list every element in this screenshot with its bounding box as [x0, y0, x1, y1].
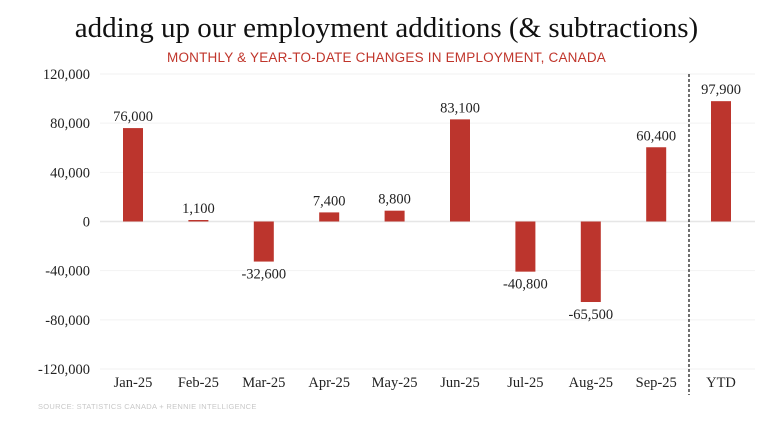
x-tick-label: Sep-25: [636, 375, 677, 391]
y-tick-label: -80,000: [45, 313, 90, 329]
bar-feb-25: [188, 220, 209, 222]
data-label: 8,800: [378, 192, 411, 208]
data-label: 1,100: [182, 201, 215, 217]
chart-subtitle: MONTHLY & YEAR-TO-DATE CHANGES IN EMPLOY…: [167, 50, 606, 65]
x-tick-label: Apr-25: [308, 375, 350, 391]
data-label: -32,600: [241, 267, 286, 283]
chart-title: adding up our employment additions (& su…: [74, 12, 699, 44]
x-tick-label: YTD: [706, 375, 736, 391]
data-labels: 76,000 1,100 -32,600 7,400 8,800 83,100 -40,80…: [113, 82, 741, 323]
data-label: -40,800: [503, 277, 548, 293]
x-tick-label: Feb-25: [178, 375, 219, 391]
data-label: 60,400: [636, 128, 676, 144]
x-tick-label: Mar-25: [242, 375, 285, 391]
bar-may-25: [384, 210, 405, 222]
bar-jul-25: [515, 221, 536, 272]
y-tick-label: 120,000: [43, 67, 90, 83]
x-tick-label: Jun-25: [440, 375, 479, 391]
bar-aug-25: [580, 221, 601, 303]
data-label: -65,500: [568, 307, 613, 323]
y-axis-ticks: 120,000 80,000 40,000 0 -40,000 -80,000 -120,0…: [38, 67, 90, 378]
x-axis-ticks: Jan-25 Feb-25 Mar-25 Apr-25 May-25 Jun-25 Jul-…: [114, 375, 736, 391]
gridlines: [100, 73, 755, 370]
x-tick-label: Aug-25: [569, 375, 613, 391]
y-tick-label: -120,000: [38, 362, 90, 378]
bar-ytd: [711, 101, 731, 222]
y-tick-label: 40,000: [50, 165, 90, 181]
data-label: 97,900: [701, 82, 741, 98]
y-tick-label: -40,000: [45, 264, 90, 280]
source-note: SOURCE: STATISTICS CANADA + RENNIE INTEL…: [38, 402, 257, 411]
bar-mar-25: [253, 221, 274, 262]
bar-jan-25: [123, 128, 143, 222]
y-tick-label: 0: [83, 215, 90, 231]
bar-sep-25: [646, 147, 667, 222]
bars: [123, 101, 731, 303]
x-tick-label: May-25: [372, 375, 418, 391]
x-tick-label: Jan-25: [114, 375, 153, 391]
data-label: 76,000: [113, 109, 153, 125]
y-tick-label: 80,000: [50, 116, 90, 132]
bar-jun-25: [450, 119, 470, 222]
x-tick-label: Jul-25: [507, 375, 543, 391]
bar-apr-25: [319, 212, 340, 222]
data-label: 7,400: [313, 193, 346, 209]
data-label: 83,100: [440, 100, 480, 116]
